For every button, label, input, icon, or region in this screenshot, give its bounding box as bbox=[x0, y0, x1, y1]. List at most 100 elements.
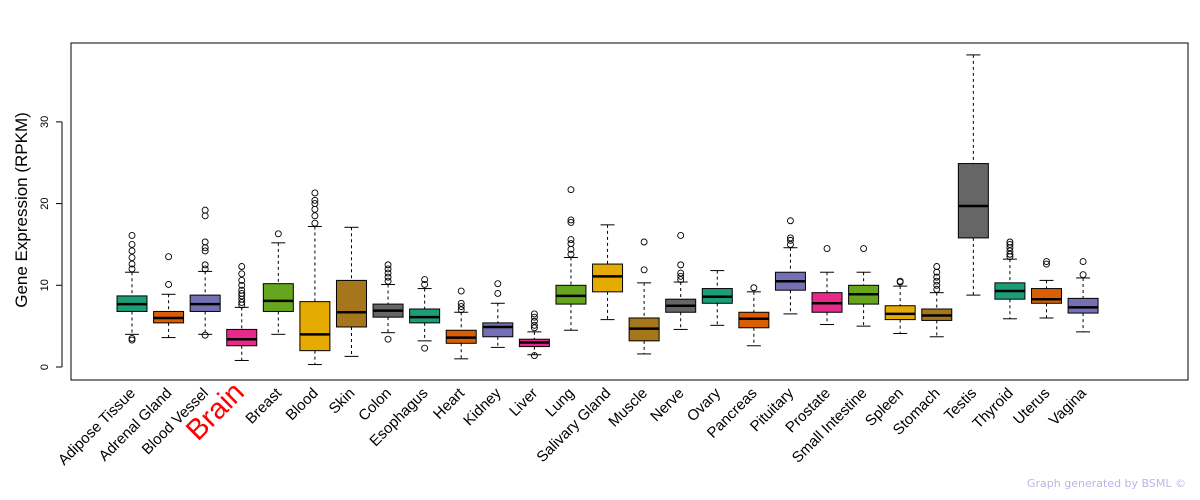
outlier-point bbox=[128, 240, 136, 248]
outlier-point bbox=[860, 245, 868, 252]
outlier-point bbox=[933, 273, 941, 281]
box-liver bbox=[518, 310, 550, 360]
outlier-point bbox=[201, 206, 209, 214]
outlier-point bbox=[201, 261, 209, 269]
y-tick-label: 0 bbox=[39, 364, 51, 370]
x-tick-label: Uterus bbox=[1010, 385, 1053, 428]
outlier-point bbox=[750, 284, 758, 292]
box-vagina bbox=[1067, 258, 1099, 333]
outlier-point bbox=[530, 313, 538, 321]
outlier-point bbox=[933, 285, 941, 293]
box-iqr bbox=[262, 283, 294, 312]
x-tick-label: Blood bbox=[283, 385, 322, 424]
outlier-point bbox=[933, 281, 941, 289]
outlier-point bbox=[677, 261, 685, 269]
x-tick-label: Kidney bbox=[460, 384, 505, 429]
outlier-point bbox=[677, 272, 685, 280]
outlier-point bbox=[530, 317, 538, 325]
outlier-point bbox=[128, 260, 136, 268]
outlier-point bbox=[786, 236, 794, 244]
outlier-point bbox=[384, 335, 392, 343]
box-iqr bbox=[1067, 297, 1099, 314]
x-tick-label: Breast bbox=[242, 384, 285, 427]
box-blood-vessel bbox=[189, 206, 221, 339]
box-uterus bbox=[1031, 258, 1062, 319]
outlier-point bbox=[567, 186, 575, 194]
outlier-point bbox=[201, 238, 209, 246]
outlier-point bbox=[494, 280, 502, 288]
outlier-point bbox=[311, 205, 319, 213]
outlier-point bbox=[201, 331, 209, 339]
outlier-point bbox=[494, 290, 502, 297]
x-tick-label: Liver bbox=[506, 385, 541, 420]
box-esophagus bbox=[409, 276, 441, 352]
y-tick-label: 20 bbox=[39, 197, 51, 209]
outlier-point bbox=[786, 240, 794, 248]
outlier-point bbox=[311, 189, 319, 197]
outlier-point bbox=[677, 276, 685, 284]
outlier-point bbox=[567, 250, 575, 258]
outlier-point bbox=[384, 265, 392, 273]
outlier-point bbox=[238, 276, 246, 284]
outlier-point bbox=[567, 236, 575, 243]
plot-frame bbox=[70, 42, 1189, 381]
outlier-point bbox=[457, 299, 465, 307]
outlier-point bbox=[311, 212, 319, 220]
box-adipose-tissue bbox=[116, 232, 148, 344]
outlier-point bbox=[201, 247, 209, 255]
outlier-point bbox=[384, 261, 392, 269]
box-pituitary bbox=[774, 217, 806, 315]
box-prostate bbox=[811, 245, 843, 326]
outlier-point bbox=[1043, 260, 1050, 268]
outlier-point bbox=[165, 281, 173, 288]
box-iqr bbox=[226, 328, 258, 347]
outlier-point bbox=[128, 265, 136, 273]
outlier-point bbox=[896, 277, 904, 285]
y-tick-label: 30 bbox=[39, 116, 51, 128]
outlier-point bbox=[128, 334, 136, 342]
outlier-point bbox=[786, 234, 794, 242]
outlier-point bbox=[786, 217, 794, 225]
outlier-point bbox=[384, 277, 392, 285]
outlier-point bbox=[567, 216, 575, 224]
boxes-layer bbox=[116, 54, 1099, 366]
box-spleen bbox=[884, 277, 916, 335]
y-axis-label: Gene Expression (RPKM) bbox=[12, 112, 31, 308]
outlier-point bbox=[640, 266, 648, 274]
outlier-point bbox=[823, 245, 831, 252]
box-iqr bbox=[1031, 288, 1062, 304]
credit-text: Graph generated by BSML © bbox=[1027, 477, 1186, 490]
box-iqr bbox=[299, 301, 331, 352]
box-thyroid bbox=[994, 238, 1026, 320]
outlier-point bbox=[677, 232, 685, 239]
box-nerve bbox=[665, 232, 697, 330]
box-lung bbox=[555, 186, 587, 331]
outlier-point bbox=[530, 352, 538, 360]
outlier-point bbox=[457, 306, 465, 314]
box-pancreas bbox=[738, 284, 770, 347]
outlier-point bbox=[1006, 238, 1014, 246]
outlier-point bbox=[421, 344, 429, 352]
outlier-point bbox=[201, 265, 209, 273]
box-kidney bbox=[482, 280, 514, 348]
outlier-point bbox=[1079, 258, 1087, 266]
box-heart bbox=[445, 287, 477, 360]
outlier-point bbox=[530, 321, 538, 329]
x-tick-label: Muscle bbox=[605, 385, 651, 431]
box-stomach bbox=[921, 263, 953, 338]
box-iqr bbox=[592, 263, 624, 293]
box-iqr bbox=[335, 279, 367, 328]
outlier-point bbox=[238, 286, 246, 294]
outlier-point bbox=[128, 247, 136, 255]
outlier-point bbox=[201, 212, 209, 220]
outlier-point bbox=[1043, 258, 1050, 266]
x-tick-label: Skin bbox=[326, 385, 359, 418]
outlier-point bbox=[530, 310, 538, 318]
y-tick-label: 10 bbox=[39, 279, 51, 291]
x-tick-label: Thyroid bbox=[969, 385, 1016, 432]
outlier-point bbox=[421, 276, 429, 284]
box-small-intestine bbox=[848, 245, 880, 327]
outlier-point bbox=[457, 287, 465, 295]
box-ovary bbox=[701, 270, 733, 326]
